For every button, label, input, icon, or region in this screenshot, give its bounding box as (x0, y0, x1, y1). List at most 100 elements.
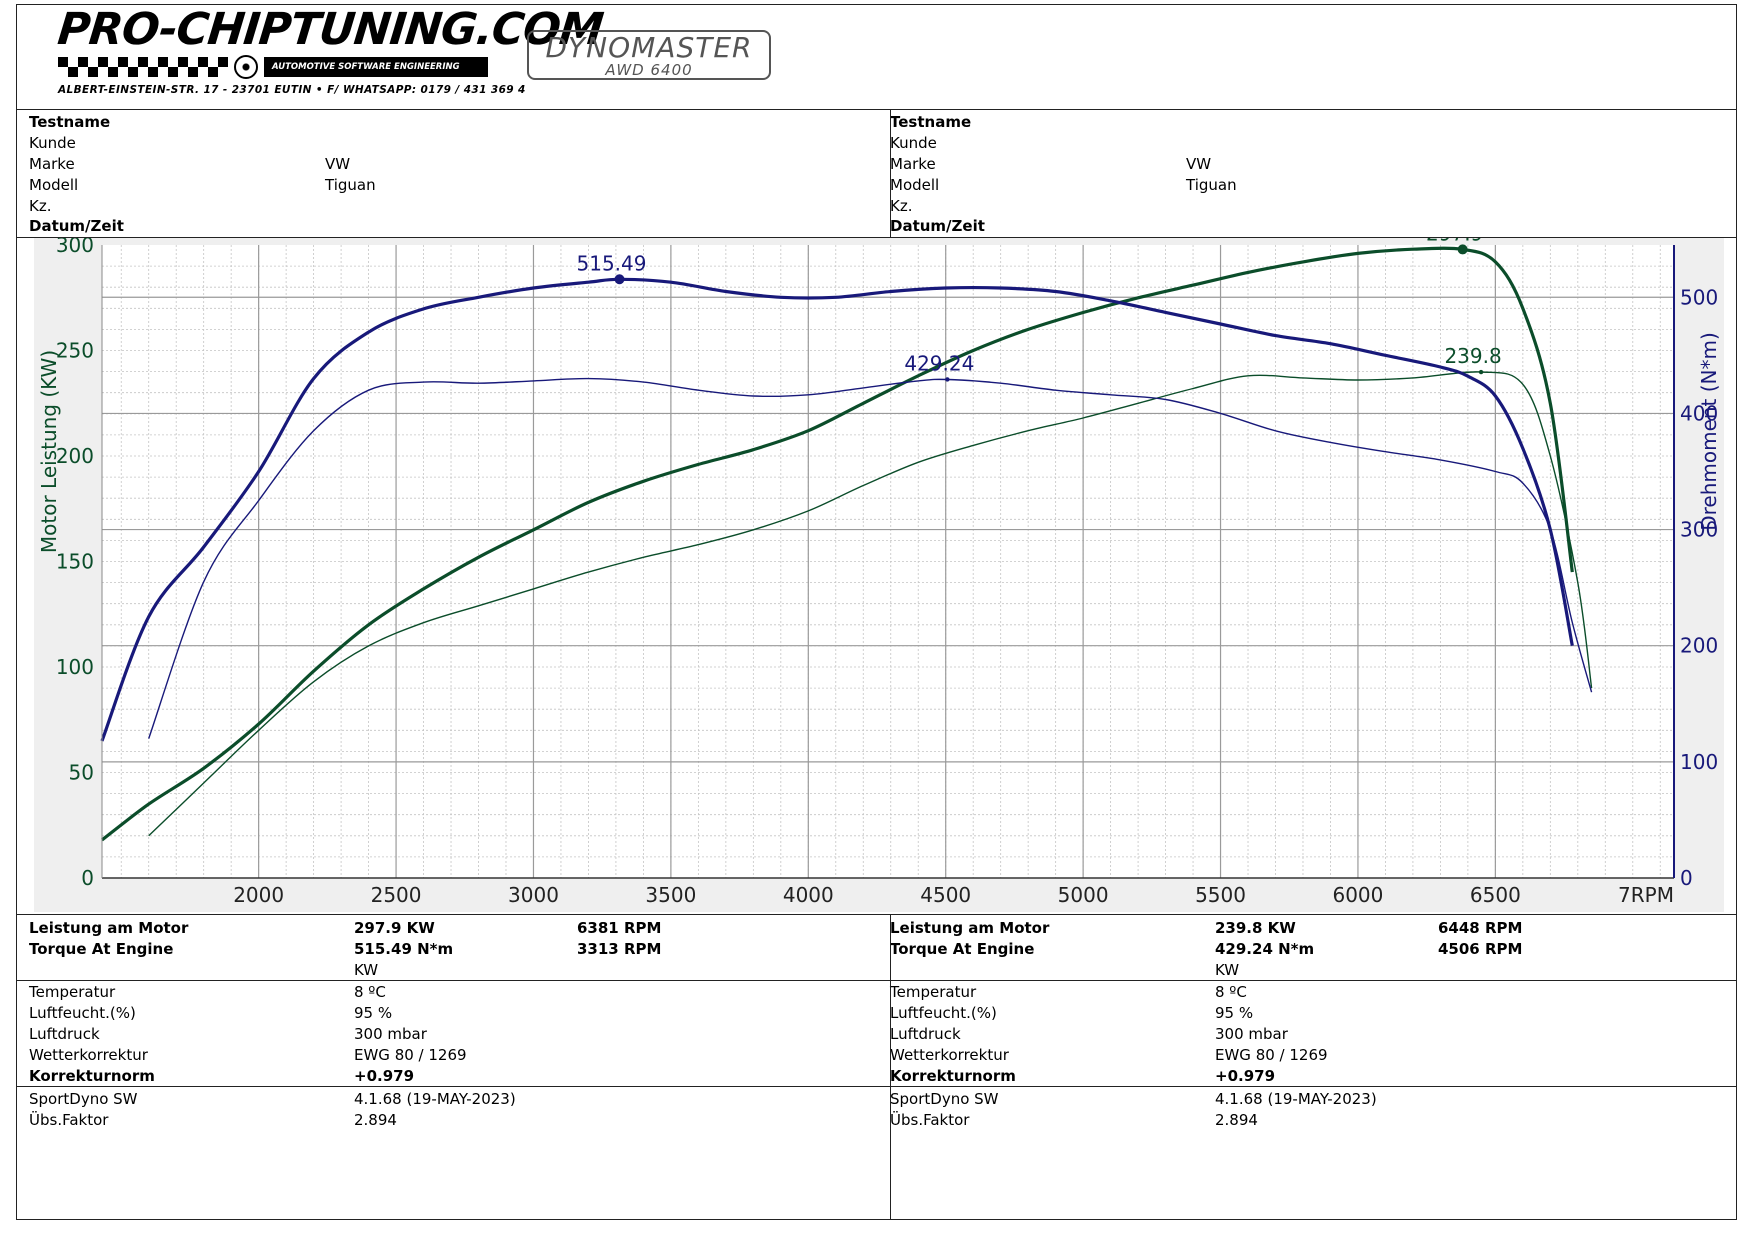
x-tick-label: 3000 (508, 883, 559, 907)
x-tick-label: 5500 (1195, 883, 1246, 907)
label-leistung-left: Leistung am Motor (29, 919, 189, 937)
peak-label-power-bold: 297.9 (1426, 238, 1483, 245)
label-kunde-left: Kunde (29, 134, 76, 152)
value-luftdruck-right: 300 mbar (1215, 1025, 1288, 1043)
peak-marker-power-bold (1457, 244, 1468, 255)
value-power-rpm-right: 6448 RPM (1438, 919, 1523, 937)
major-gridlines (102, 245, 1674, 878)
logo-title: PRO-CHIPTUNING.COM (55, 4, 606, 55)
value-faktor-right: 2.894 (1215, 1111, 1258, 1129)
label-wetter-right: Wetterkorrektur (890, 1046, 1009, 1064)
label-modell-right: Modell (890, 176, 940, 194)
divider (16, 980, 1737, 981)
label-kunde-right: Kunde (890, 134, 937, 152)
gear-icon (234, 55, 258, 79)
x-tick-label: 2000 (233, 883, 284, 907)
label-leistung-right: Leistung am Motor (890, 919, 1050, 937)
value-software-right: 4.1.68 (19-MAY-2023) (1215, 1090, 1377, 1108)
y2-tick-label: 200 (1680, 634, 1718, 658)
x-tick-label: 6500 (1470, 883, 1521, 907)
series-layer: 297.9 239.8 515.49 429.24 (100, 238, 1593, 842)
value-power-left: 297.9 KW (354, 919, 435, 937)
value-power-right: 239.8 KW (1215, 919, 1296, 937)
label-faktor-left: Übs.Faktor (29, 1111, 109, 1129)
y-tick-label: 150 (56, 550, 94, 574)
label-kz-right: Kz. (890, 197, 913, 215)
x-axis-end-label: 7RPM (1618, 883, 1674, 907)
pro-chiptuning-logo: PRO-CHIPTUNING.COM AUTOMOTIVE SOFTWARE E… (55, 4, 606, 96)
x-tick-label: 6000 (1332, 883, 1383, 907)
label-temperatur-left: Temperatur (29, 983, 116, 1001)
label-modell-left: Modell (29, 176, 79, 194)
peak-label-torque-bold: 515.49 (577, 251, 647, 275)
label-torque-right: Torque At Engine (890, 940, 1035, 958)
divider (16, 914, 1737, 915)
value-unit-right: KW (1215, 961, 1240, 979)
series-line-torque-bold (100, 277, 1574, 742)
series-line-torque-thin (148, 377, 1593, 739)
peak-marker-torque-bold (614, 274, 625, 285)
value-torque-right: 429.24 N*m (1215, 940, 1315, 958)
value-faktor-left: 2.894 (354, 1111, 397, 1129)
y2-axis-label: Drehmoment (N*m) (1697, 332, 1721, 531)
value-torque-left: 515.49 N*m (354, 940, 454, 958)
label-torque-left: Torque At Engine (29, 940, 174, 958)
label-software-left: SportDyno SW (29, 1090, 138, 1108)
y-tick-label: 200 (56, 444, 94, 468)
peak-label-power-thin: 239.8 (1444, 344, 1501, 368)
value-torque-rpm-left: 3313 RPM (577, 940, 662, 958)
label-temperatur-right: Temperatur (890, 983, 977, 1001)
x-tick-label: 5000 (1058, 883, 1109, 907)
series-line-power-bold (101, 246, 1574, 842)
value-luftfeucht-right: 95 % (1215, 1004, 1254, 1022)
label-luftdruck-right: Luftdruck (890, 1025, 961, 1043)
checkered-flag-icon (58, 57, 228, 77)
value-marke-left: VW (325, 155, 351, 173)
value-wetter-right: EWG 80 / 1269 (1215, 1046, 1328, 1064)
x-tick-label: 2500 (371, 883, 422, 907)
value-luftdruck-left: 300 mbar (354, 1025, 427, 1043)
peak-label-torque-thin: 429.24 (904, 351, 974, 375)
label-marke-left: Marke (29, 155, 75, 173)
value-wetter-left: EWG 80 / 1269 (354, 1046, 467, 1064)
y2-tick-label: 300 (1680, 518, 1718, 542)
peak-marker-torque-thin (945, 377, 950, 382)
dynomaster-logo: DYNOMASTER AWD 6400 (527, 30, 771, 80)
label-luftdruck-left: Luftdruck (29, 1025, 100, 1043)
divider (890, 914, 891, 1220)
y2-tick-label: 100 (1680, 750, 1718, 774)
value-temperatur-left: 8 ºC (354, 983, 386, 1001)
logo-stripe: AUTOMOTIVE SOFTWARE ENGINEERING (58, 55, 488, 79)
label-luftfeucht-left: Luftfeucht.(%) (29, 1004, 136, 1022)
report-frame (16, 4, 1737, 1220)
value-modell-left: Tiguan (325, 176, 376, 194)
y-tick-label: 300 (56, 238, 94, 257)
divider (16, 109, 1737, 110)
logo-tagline: AUTOMOTIVE SOFTWARE ENGINEERING (264, 57, 488, 77)
y2-tick-label: 400 (1680, 401, 1718, 425)
value-power-rpm-left: 6381 RPM (577, 919, 662, 937)
value-korrektur-left: +0.979 (354, 1067, 415, 1085)
label-korrektur-left: Korrekturnorm (29, 1067, 155, 1085)
y-tick-label: 100 (56, 655, 94, 679)
dyno-model: AWD 6400 (605, 61, 693, 79)
y-tick-label: 50 (69, 761, 94, 785)
label-datum-left: Datum/Zeit (29, 217, 124, 235)
divider (16, 1086, 1737, 1087)
dyno-chart: 297.9 239.8 515.49 429.24 2000 2500 3000 3500 4… (34, 238, 1724, 912)
value-temperatur-right: 8 ºC (1215, 983, 1247, 1001)
x-tick-label: 4000 (783, 883, 834, 907)
axis-layer: 2000 2500 3000 3500 4000 4500 5000 5500 6000 6500… (56, 238, 1718, 907)
y2-tick-label: 500 (1680, 285, 1718, 309)
label-testname-right: Testname (890, 113, 972, 131)
x-tick-label: 3500 (645, 883, 696, 907)
label-marke-right: Marke (890, 155, 936, 173)
peak-marker-power-thin (1478, 369, 1484, 375)
label-korrektur-right: Korrekturnorm (890, 1067, 1016, 1085)
dyno-name: DYNOMASTER (545, 31, 753, 64)
value-modell-right: Tiguan (1186, 176, 1237, 194)
label-datum-right: Datum/Zeit (890, 217, 985, 235)
value-unit-left: KW (354, 961, 379, 979)
label-luftfeucht-right: Luftfeucht.(%) (890, 1004, 997, 1022)
label-wetter-left: Wetterkorrektur (29, 1046, 148, 1064)
